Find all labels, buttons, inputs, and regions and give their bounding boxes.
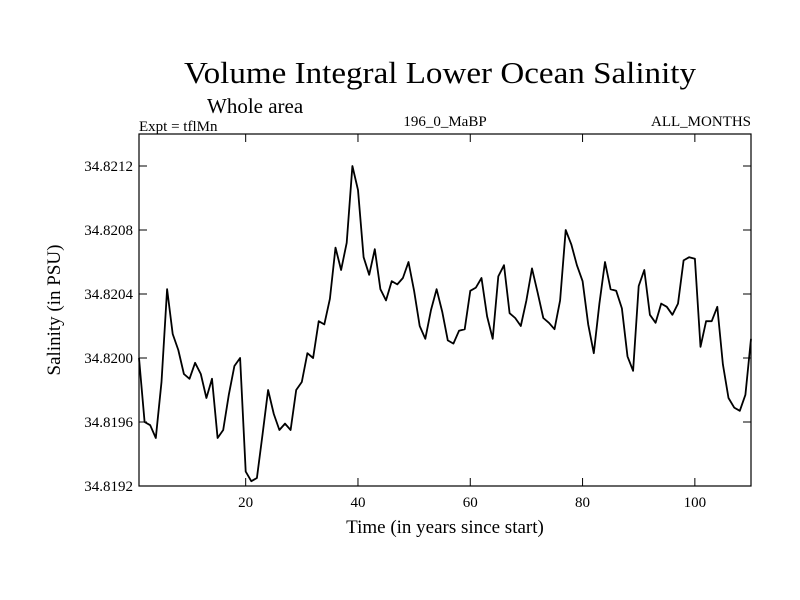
salinity-series-line: [138, 165, 752, 483]
x-tick-label: 100: [684, 495, 707, 511]
y-tick-label: 34.8208: [84, 223, 133, 239]
y-tick-label: 34.8192: [84, 479, 133, 495]
chart-title: Volume Integral Lower Ocean Salinity: [184, 55, 697, 90]
experiment-label: Expt = tflMn: [139, 119, 218, 135]
x-axis: 20 40 60 80 100: [238, 134, 706, 511]
y-tick-label: 34.8200: [84, 351, 133, 367]
y-axis: 34.8192 34.8196 34.8200 34.8204 34.8208 34.82…: [84, 159, 751, 495]
x-axis-title: Time (in years since start): [346, 517, 544, 538]
x-tick-label: 60: [463, 495, 478, 511]
x-tick-label: 40: [350, 495, 365, 511]
chart-subtitle: Whole area: [207, 94, 304, 118]
months-label: ALL_MONTHS: [651, 114, 751, 130]
y-tick-label: 34.8204: [84, 287, 133, 303]
x-tick-label: 20: [238, 495, 253, 511]
run-id-label: 196_0_MaBP: [403, 114, 486, 130]
y-tick-label: 34.8212: [84, 159, 133, 175]
plot-frame: [138, 133, 752, 487]
y-axis-title: Salinity (in PSU): [44, 245, 65, 376]
x-tick-label: 80: [575, 495, 590, 511]
y-tick-label: 34.8196: [84, 415, 133, 431]
